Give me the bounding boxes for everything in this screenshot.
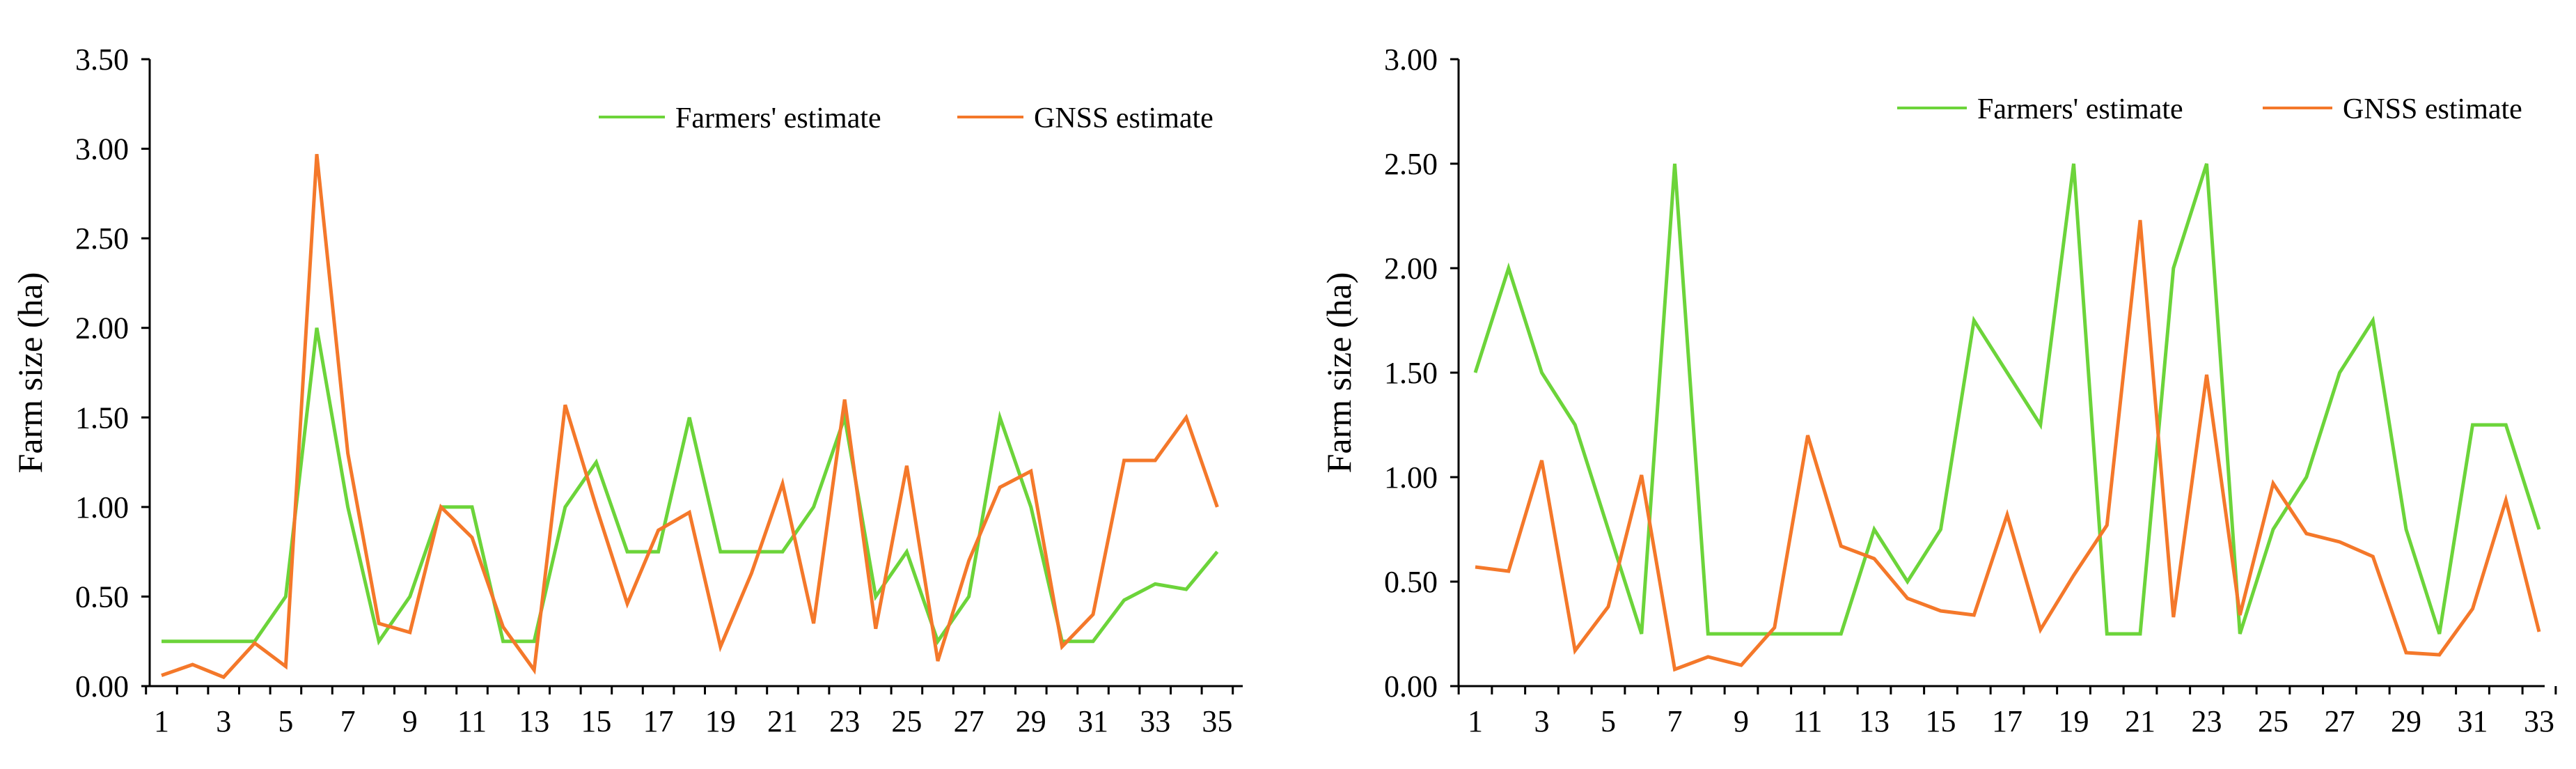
right-x-tick-label: 23 xyxy=(2192,704,2222,738)
left-x-tick-label: 13 xyxy=(519,704,549,738)
right-x-tick-label: 25 xyxy=(2258,704,2288,738)
left-x-tick-label: 11 xyxy=(457,704,487,738)
left-x-tick-label: 9 xyxy=(402,704,418,738)
left-x-tick-label: 17 xyxy=(643,704,674,738)
left-y-tick-label: 0.00 xyxy=(75,669,129,704)
left-x-tick-label: 1 xyxy=(154,704,169,738)
left-y-ticks: 0.00 0.50 1.00 1.50 2.00 2.50 3.00 3.50 xyxy=(75,42,150,704)
right-series-gnss-line xyxy=(1475,219,2541,672)
right-legend-gnss-label: GNSS estimate xyxy=(2343,93,2522,125)
left-x-tick-label: 25 xyxy=(891,704,922,738)
left-legend-farmers-label: Farmers' estimate xyxy=(675,102,881,134)
left-y-tick-label: 2.50 xyxy=(75,222,129,256)
right-y-tick-label: 0.00 xyxy=(1384,669,1438,704)
left-x-tick-label: 5 xyxy=(278,704,293,738)
left-y-tick-label: 1.00 xyxy=(75,490,129,525)
right-x-tick-label: 29 xyxy=(2391,704,2421,738)
right-y-tick-label: 2.00 xyxy=(1384,251,1438,286)
left-x-tick-label: 31 xyxy=(1078,704,1108,738)
left-x-ticks: 1 3 5 7 9 11 13 15 17 19 21 23 25 27 29 31 33 35 xyxy=(145,686,1234,738)
right-y-ticks: 0.00 0.50 1.00 1.50 2.00 2.50 3.00 xyxy=(1384,42,1459,704)
right-x-ticks: 1 3 5 7 9 11 13 15 17 19 21 23 25 27 29 31 33 xyxy=(1457,686,2557,738)
left-x-tick-label: 19 xyxy=(705,704,736,738)
left-y-tick-label: 0.50 xyxy=(75,580,129,614)
right-x-tick-label: 21 xyxy=(2125,704,2155,738)
right-x-tick-label: 19 xyxy=(2059,704,2089,738)
right-x-tick-label: 3 xyxy=(1534,704,1550,738)
right-x-tick-label: 27 xyxy=(2325,704,2355,738)
right-y-tick-label: 3.00 xyxy=(1384,42,1438,77)
left-series-farmers-line xyxy=(162,327,1219,646)
left-legend-gnss-label: GNSS estimate xyxy=(1034,102,1214,134)
chart-left: 0.000.501.001.502.002.503.003.50 1 3 5 7 9 11… xyxy=(10,42,1243,738)
right-legend: Farmers' estimate GNSS estimate xyxy=(1897,93,2522,125)
left-x-tick-label: 33 xyxy=(1140,704,1170,738)
left-y-axis-title: Farm size (ha) xyxy=(10,272,49,474)
left-y-tick-label: 3.00 xyxy=(75,132,129,166)
right-x-tick-label: 13 xyxy=(1859,704,1890,738)
right-y-axis-title: Farm size (ha) xyxy=(1319,272,1358,474)
right-y-tick-label: 2.50 xyxy=(1384,147,1438,181)
left-x-tick-label: 27 xyxy=(954,704,984,738)
right-x-tick-label: 1 xyxy=(1468,704,1483,738)
left-y-tick-label: 2.00 xyxy=(75,311,129,345)
left-y-tick-label: 1.50 xyxy=(75,401,129,435)
left-x-tick-label: 21 xyxy=(767,704,798,738)
chart-right: 0.000.501.001.502.002.503.00 1 3 5 7 9 11 13 15… xyxy=(1319,42,2557,738)
right-y-tick-label: 0.50 xyxy=(1384,565,1438,599)
left-series-gnss-line xyxy=(161,154,1219,680)
left-x-tick-label: 29 xyxy=(1016,704,1046,738)
right-y-tick-label: 1.00 xyxy=(1384,460,1438,495)
left-x-tick-label: 15 xyxy=(581,704,611,738)
right-x-tick-label: 11 xyxy=(1793,704,1822,738)
right-x-tick-label: 17 xyxy=(1992,704,2023,738)
right-y-tick-label: 1.50 xyxy=(1384,356,1438,390)
left-x-tick-label: 35 xyxy=(1202,704,1232,738)
right-series-layer xyxy=(1473,163,2541,672)
left-x-tick-label: 3 xyxy=(216,704,231,738)
right-x-tick-label: 7 xyxy=(1667,704,1683,738)
right-x-tick-label: 15 xyxy=(1926,704,1956,738)
left-legend: Farmers' estimate GNSS estimate xyxy=(599,102,1214,134)
right-legend-farmers-label: Farmers' estimate xyxy=(1977,93,2183,125)
left-x-tick-label: 7 xyxy=(340,704,356,738)
right-x-tick-label: 31 xyxy=(2458,704,2488,738)
left-y-tick-label: 3.50 xyxy=(75,42,129,77)
left-x-tick-label: 23 xyxy=(829,704,860,738)
right-x-tick-label: 9 xyxy=(1734,704,1749,738)
right-x-tick-label: 33 xyxy=(2524,704,2554,738)
right-x-tick-label: 5 xyxy=(1601,704,1616,738)
right-series-farmers-line xyxy=(1473,163,2541,636)
left-series-layer xyxy=(161,154,1219,680)
